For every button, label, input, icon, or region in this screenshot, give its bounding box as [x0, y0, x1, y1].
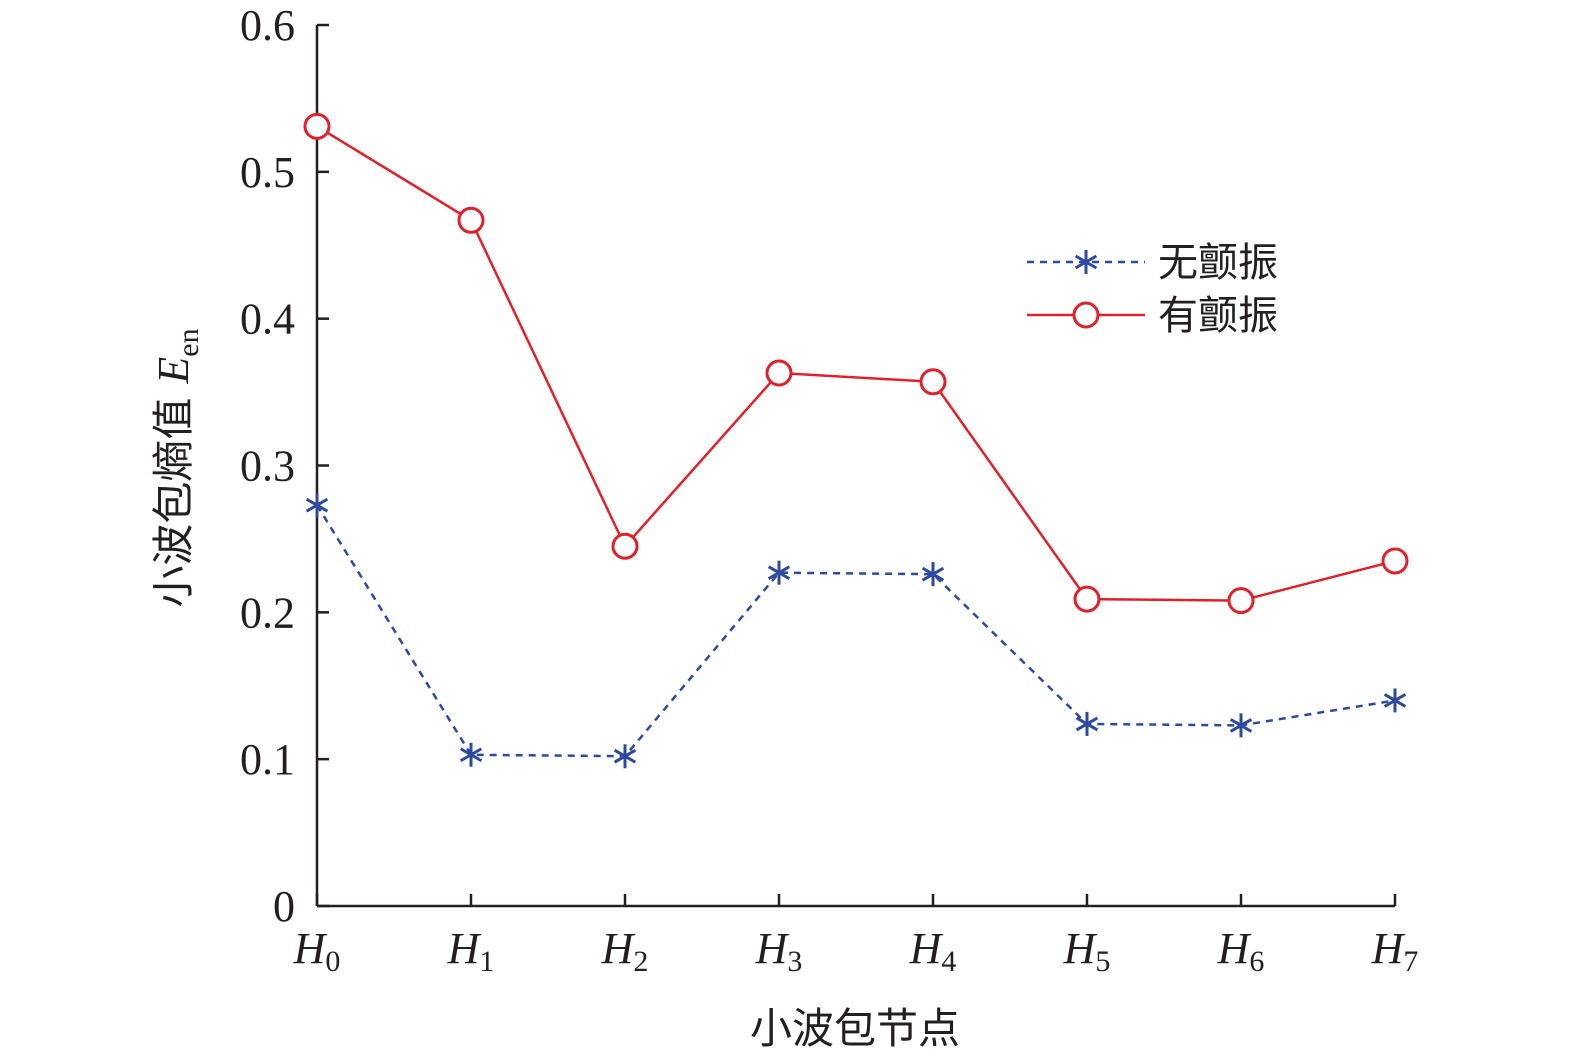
- y-axis-title-symbol: E: [149, 357, 198, 385]
- legend-item-1: 有颤振: [1027, 293, 1278, 339]
- marker-stroke: [305, 497, 329, 513]
- marker-stroke: [459, 747, 483, 763]
- y-axis-title-text: 小波包熵值: [149, 398, 198, 608]
- legend-item-0: 无颤振: [1027, 240, 1278, 286]
- data-point: [919, 368, 947, 396]
- axes: 0 0.1 0.2 0.3 0.4 0.5 0.6 H0 H1 H2 H3 H4 H5 H6 H7: [240, 1, 1418, 978]
- marker-stroke: [1229, 718, 1253, 733]
- marker-stroke: [1075, 716, 1099, 732]
- data-point: [921, 562, 945, 587]
- data-point: [613, 744, 637, 769]
- x-tick-label: H4: [909, 924, 957, 978]
- data-point: [305, 493, 329, 518]
- marker-stroke: [1074, 254, 1098, 270]
- x-axis-title: 小波包节点: [750, 1004, 960, 1053]
- y-axis-title-subscript: en: [172, 328, 205, 356]
- x-tick-label: H3: [755, 924, 803, 978]
- data-point: [1075, 711, 1099, 736]
- legend-marker: [1074, 250, 1098, 274]
- series-0: [305, 493, 1407, 769]
- legend-label: 无颤振: [1158, 240, 1278, 286]
- y-tick-label: 0.6: [240, 1, 295, 50]
- x-tick-label: H7: [1371, 924, 1419, 978]
- marker-stroke: [767, 565, 791, 580]
- y-tick-label: 0.1: [240, 735, 295, 784]
- y-tick-label: 0.4: [240, 295, 295, 344]
- data-point: [1073, 585, 1101, 613]
- data-point: [611, 532, 639, 560]
- legend-label: 有颤振: [1158, 293, 1278, 339]
- data-point: [1227, 587, 1255, 615]
- marker-stroke: [921, 566, 945, 582]
- x-tick-label: H1: [447, 924, 495, 978]
- data-point: [459, 742, 483, 767]
- y-tick-label: 0: [273, 882, 295, 931]
- data-point: [1383, 688, 1407, 713]
- series-line: [316, 125, 1396, 602]
- x-tick-label: H6: [1217, 924, 1265, 978]
- x-tick-label: H0: [293, 924, 341, 978]
- x-tick-label: H5: [1063, 924, 1111, 978]
- legend-marker: [1072, 301, 1100, 329]
- data-point: [1381, 547, 1409, 575]
- x-tick-label: H2: [601, 924, 649, 978]
- data-point: [1229, 713, 1253, 738]
- data-point: [457, 206, 485, 234]
- y-tick-label: 0.2: [240, 588, 295, 637]
- series-layer: [303, 112, 1409, 769]
- data-point: [767, 560, 791, 585]
- series-line: [315, 504, 1396, 758]
- marker-stroke: [613, 748, 637, 764]
- y-tick-label: 0.5: [240, 148, 295, 197]
- y-tick-label: 0.3: [240, 442, 295, 491]
- y-axis-title: 小波包熵值 Een: [149, 328, 205, 607]
- data-point: [303, 112, 331, 140]
- marker-stroke: [1383, 693, 1407, 708]
- data-point: [765, 359, 793, 387]
- series-1: [303, 112, 1409, 615]
